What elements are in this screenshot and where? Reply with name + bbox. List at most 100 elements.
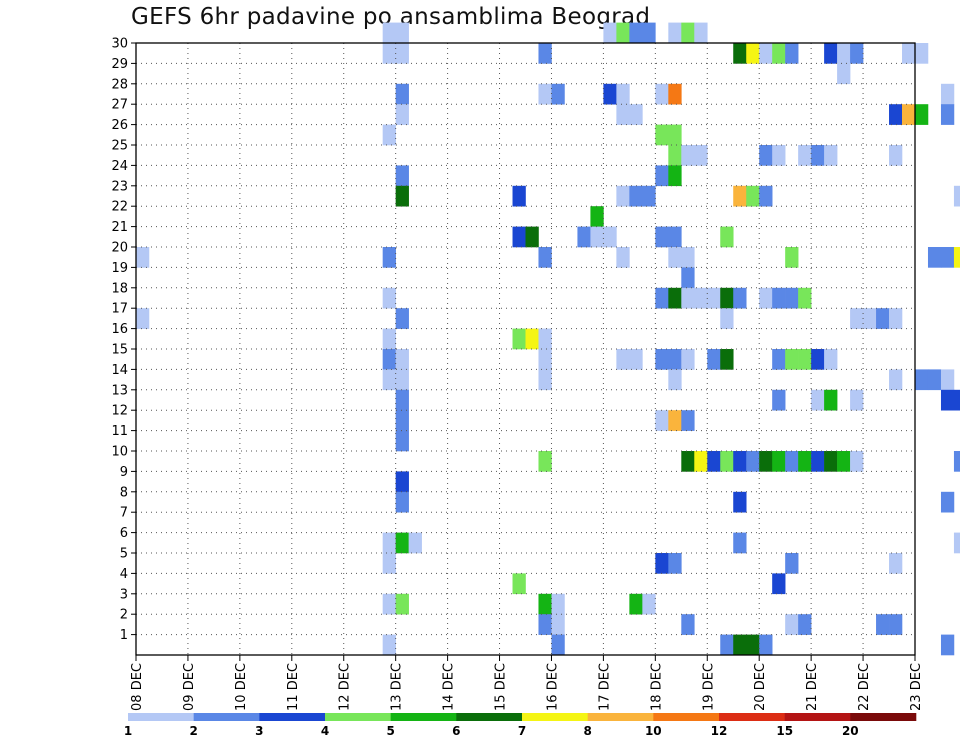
heatmap-cell: [382, 43, 396, 64]
heatmap-cell: [512, 226, 526, 248]
heatmap-cell: [668, 226, 682, 248]
heatmap-cell: [395, 22, 409, 44]
heatmap-cell: [927, 247, 942, 268]
heatmap-cell: [850, 389, 864, 411]
y-tick-label: 27: [111, 98, 128, 113]
x-tick-label: 14 DEC: [442, 663, 457, 711]
heatmap-cell: [915, 369, 929, 391]
heatmap-cell: [136, 308, 150, 329]
heatmap-cell: [694, 287, 708, 309]
heatmap-cell: [953, 451, 960, 472]
heatmap-cell: [953, 389, 960, 411]
heatmap-cell: [811, 389, 825, 411]
heatmap-cell: [382, 328, 396, 350]
y-tick-label: 18: [111, 281, 128, 296]
colorbar-swatch: [522, 713, 588, 721]
heatmap-cell: [953, 247, 960, 268]
y-tick-label: 19: [111, 261, 128, 276]
heatmap-cell: [889, 369, 903, 391]
colorbar-label: 12: [711, 724, 728, 738]
y-tick-label: 11: [111, 424, 128, 439]
heatmap-cell: [551, 593, 565, 615]
heatmap-cell: [642, 185, 656, 207]
y-tick-label: 20: [111, 241, 128, 256]
colorbar-label: 10: [645, 724, 662, 738]
heatmap-cell: [668, 165, 682, 187]
x-tick-label: 17 DEC: [597, 663, 612, 711]
heatmap-cell: [837, 43, 851, 64]
heatmap-cell: [902, 104, 916, 125]
x-tick-label: 08 DEC: [130, 663, 145, 711]
x-tick-label: 15 DEC: [494, 663, 509, 711]
heatmap-cell: [395, 165, 409, 187]
heatmap-cell: [629, 22, 643, 44]
heatmap-cell: [798, 614, 812, 635]
heatmap-cell: [720, 308, 734, 329]
heatmap-cell: [953, 185, 960, 207]
heatmap-cell: [382, 22, 396, 44]
heatmap-cell: [655, 83, 669, 105]
y-tick-label: 26: [111, 118, 128, 133]
y-tick-label: 10: [111, 445, 128, 460]
heatmap-cell: [655, 226, 669, 248]
colorbar-swatch: [259, 713, 326, 721]
heatmap-cell: [889, 104, 903, 125]
heatmap-cell: [616, 22, 630, 44]
heatmap-cell: [940, 83, 955, 105]
heatmap-cell: [889, 145, 903, 166]
colorbar-swatch: [587, 713, 654, 721]
heatmap-cell: [746, 43, 760, 64]
y-tick-label: 9: [120, 465, 128, 480]
heatmap-cell: [798, 287, 812, 309]
colorbar-swatch: [850, 713, 917, 721]
colorbar-label: 8: [584, 724, 592, 738]
heatmap-cell: [746, 451, 760, 472]
colorbar: 1 2 3 4 5 6 7 8 10 12 15 20: [124, 713, 917, 738]
colorbar-swatch: [325, 713, 391, 721]
heatmap-cell: [681, 614, 695, 635]
heatmap-cell: [382, 532, 396, 554]
heatmap-cell: [940, 369, 955, 391]
heatmap-cell: [395, 410, 409, 431]
y-tick-label: 1: [120, 628, 128, 643]
y-tick-label: 7: [120, 506, 128, 521]
heatmap-cell: [525, 226, 539, 248]
heatmap-cell: [395, 349, 409, 370]
heatmap-cell: [824, 145, 838, 166]
x-tick-label: 21 DEC: [805, 663, 820, 711]
heatmap-cell: [837, 451, 851, 472]
heatmap-cell: [681, 22, 695, 44]
heatmap-cell: [785, 247, 799, 268]
x-tick-label: 13 DEC: [390, 663, 405, 711]
heatmap-cell: [746, 185, 760, 207]
heatmap-cell: [759, 451, 773, 472]
y-tick-label: 15: [111, 343, 128, 358]
heatmap-cell: [538, 349, 552, 370]
heatmap-cell: [668, 287, 682, 309]
heatmap-cell: [616, 349, 630, 370]
heatmap-cell: [850, 308, 864, 329]
heatmap-cell: [629, 185, 643, 207]
x-tick-label: 10 DEC: [234, 663, 249, 711]
colorbar-label: 20: [842, 724, 859, 738]
heatmap-cell: [759, 634, 773, 656]
heatmap-cell: [629, 104, 643, 125]
heatmap-cell: [668, 145, 682, 166]
heatmap-cell: [720, 287, 734, 309]
heatmap-cell: [915, 43, 929, 64]
heatmap-cell: [902, 43, 916, 64]
heatmap-cell: [395, 369, 409, 391]
heatmap-cell: [733, 43, 747, 64]
heatmap-cell: [655, 124, 669, 146]
heatmap-cell: [824, 389, 838, 411]
heatmap-cell: [759, 287, 773, 309]
x-tick-label: 09 DEC: [182, 663, 197, 711]
heatmap-cell: [876, 614, 890, 635]
heatmap-cell: [850, 43, 864, 64]
heatmap-cell: [395, 532, 409, 554]
colorbar-swatch: [193, 713, 260, 721]
heatmap-cell: [395, 430, 409, 452]
heatmap-cell: [616, 83, 630, 105]
y-tick-label: 22: [111, 200, 128, 215]
colorbar-swatch: [128, 713, 194, 721]
